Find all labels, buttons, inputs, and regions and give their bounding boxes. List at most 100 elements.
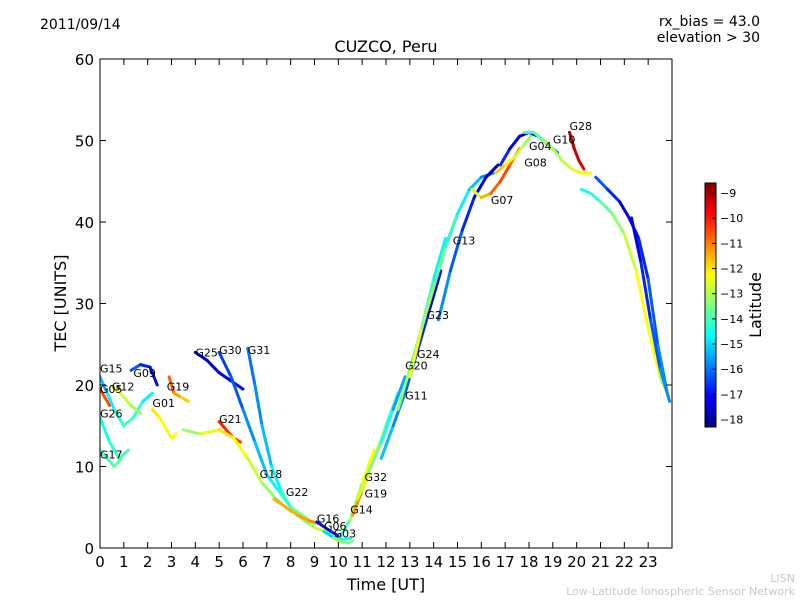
trace-segment xyxy=(284,505,300,517)
prn-label-g16: G16 xyxy=(317,513,340,526)
trace-segment xyxy=(551,147,564,163)
trace-segment xyxy=(594,175,610,191)
x-tick-label: 12 xyxy=(376,553,395,571)
trace-segment xyxy=(322,530,336,539)
colorbar-label: Latitude xyxy=(746,272,765,338)
prn-label-g30: G30 xyxy=(219,344,242,357)
trace-segment xyxy=(205,359,221,375)
trace-segment xyxy=(606,187,622,204)
trace-segment xyxy=(460,196,476,232)
colorbar-ticks: −9 −10 −11 −12 −13 −14 −15 −16 −17 −18 xyxy=(712,187,743,426)
trace-segment xyxy=(103,395,112,407)
trace-segment xyxy=(336,517,352,542)
y-axis-label: TEC [UNITS] xyxy=(51,255,70,353)
x-axis: 0 1 2 3 4 5 6 7 8 9 10 11 12 13 14 15 16 17 18 19 20 21 22 23 xyxy=(95,59,658,571)
prn-label-g07: G07 xyxy=(491,194,514,207)
prn-label-g04: G04 xyxy=(529,140,552,153)
trace-g09 xyxy=(129,363,159,387)
trace-segment xyxy=(253,383,264,428)
trace-segment xyxy=(396,367,412,411)
trace-segment xyxy=(105,456,116,468)
trace-segment xyxy=(379,424,395,460)
prn-label-g14: G14 xyxy=(350,504,373,517)
trace-segment xyxy=(260,481,278,501)
x-tick-label: 19 xyxy=(543,553,562,571)
trace-segment xyxy=(100,448,109,460)
trace-segment xyxy=(165,428,173,440)
trace-segment xyxy=(167,375,176,395)
trace-segment xyxy=(158,416,169,432)
trace-segment xyxy=(637,236,650,281)
trace-segment xyxy=(589,191,602,204)
trace-segment xyxy=(568,130,576,151)
prn-label-g10: G10 xyxy=(553,134,576,147)
trace-segment xyxy=(100,416,112,444)
colorbar xyxy=(704,182,717,428)
trace-segment xyxy=(610,212,626,236)
trace-segment xyxy=(541,139,555,151)
trace-segment xyxy=(179,395,190,403)
trace-segment xyxy=(646,277,660,346)
elevation-label: elevation > 30 xyxy=(656,30,760,46)
trace-segment xyxy=(100,387,107,399)
trace-segment xyxy=(367,440,383,473)
trace-segment xyxy=(355,469,371,501)
footer-credit: LISN Low-Latitude Ionospheric Sensor Net… xyxy=(566,572,795,598)
colorbar-tick-label: −11 xyxy=(720,237,743,250)
x-tick-label: 17 xyxy=(496,553,515,571)
colorbar-tick-label: −12 xyxy=(720,263,743,276)
x-tick-label: 1 xyxy=(119,553,129,571)
trace-segment xyxy=(105,391,116,411)
trace-segment xyxy=(618,200,631,220)
x-tick-label: 10 xyxy=(329,553,348,571)
x-tick-label: 13 xyxy=(400,553,419,571)
trace-g32 xyxy=(355,375,407,501)
trace-segment xyxy=(181,428,202,436)
y-tick-label: 20 xyxy=(75,377,94,395)
trace-segment xyxy=(444,212,459,248)
x-tick-label: 8 xyxy=(286,553,296,571)
y-axis: 0 10 20 30 40 50 60 xyxy=(75,51,672,558)
y-tick-label: 10 xyxy=(75,459,94,477)
colorbar-tick-label: −15 xyxy=(720,338,743,351)
x-tick-label: 18 xyxy=(519,553,538,571)
trace-g10 xyxy=(522,130,593,175)
trace-segment xyxy=(467,175,483,191)
trace-segment xyxy=(141,391,154,403)
x-tick-label: 6 xyxy=(238,553,248,571)
prn-label-g03: G03 xyxy=(334,527,357,540)
y-tick-label: 0 xyxy=(84,540,94,558)
chart-title: CUZCO, Peru xyxy=(334,37,438,56)
trace-segment xyxy=(246,346,257,387)
prn-label-g15: G15 xyxy=(100,363,123,376)
x-tick-label: 14 xyxy=(424,553,443,571)
colorbar-tick-label: −10 xyxy=(720,212,743,225)
trace-segment xyxy=(341,536,352,542)
trace-group xyxy=(100,130,672,545)
trace-g26 xyxy=(100,416,131,460)
x-tick-label: 5 xyxy=(214,553,224,571)
trace-g28 xyxy=(568,130,586,171)
trace-segment xyxy=(270,465,283,493)
trace-g01 xyxy=(150,407,178,440)
trace-segment xyxy=(634,269,650,330)
x-tick-label: 9 xyxy=(310,553,320,571)
prn-label-g06: G06 xyxy=(324,520,347,533)
trace-g17 xyxy=(100,448,123,468)
prn-label-g17: G17 xyxy=(100,448,123,461)
trace-segment xyxy=(646,326,662,379)
trace-segment xyxy=(265,473,281,493)
trace-segment xyxy=(649,318,662,371)
trace-segment xyxy=(420,285,436,330)
colorbar-tick-label: −16 xyxy=(720,363,743,376)
trace-segment xyxy=(279,489,293,509)
trace-g19 xyxy=(167,375,190,403)
prn-label-g22: G22 xyxy=(286,486,309,499)
x-tick-label: 22 xyxy=(615,553,634,571)
trace-g16 xyxy=(315,520,340,538)
trace-segment xyxy=(129,363,143,372)
footer-lisn: LISN xyxy=(770,572,795,585)
trace-segment xyxy=(503,155,517,167)
trace-segment xyxy=(260,424,274,468)
